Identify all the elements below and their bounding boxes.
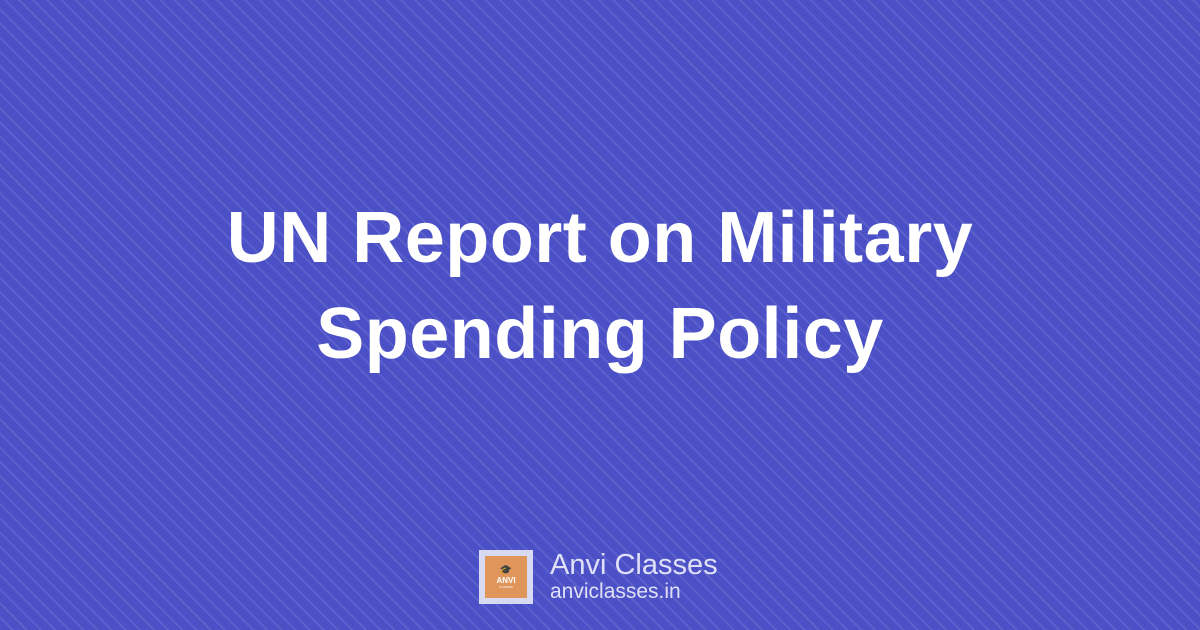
logo-text: ANVI — [496, 575, 516, 585]
page-title: UN Report on Military Spending Policy — [0, 190, 1200, 382]
title-line-1: UN Report on Military — [226, 198, 974, 278]
title-line-2: Spending Policy — [316, 294, 884, 374]
brand-logo: 🎓 ANVI CLASSES — [479, 550, 533, 604]
brand-url: anviclasses.in — [550, 580, 681, 603]
logo-subtext: CLASSES — [499, 584, 513, 589]
brand-name: Anvi Classes — [550, 549, 718, 581]
brand-block: 🎓 ANVI CLASSES Anvi Classes anviclasses.… — [479, 550, 718, 604]
graduation-cap-icon: 🎓 — [499, 564, 513, 576]
